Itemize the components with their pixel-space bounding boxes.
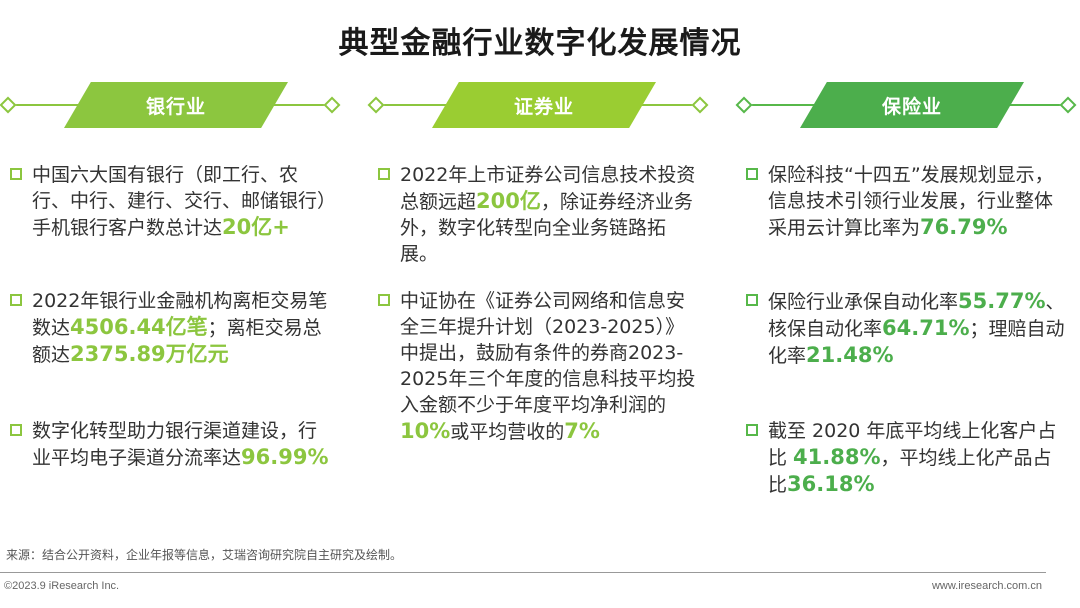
highlight-value: 36.18% — [787, 472, 875, 496]
banking-heading: 银行业 — [64, 82, 288, 128]
item-text: 中国六大国有银行（即工行、农行、中行、建行、交行、邮储银行）手机银行客户数总计达 — [32, 164, 327, 239]
securities-banner: 证券业 — [367, 82, 709, 128]
insurance-heading: 保险业 — [800, 82, 1024, 128]
highlight-value: 64.71% — [882, 316, 970, 340]
item-text: 2022年银行业金融机构离柜交易笔数达 — [32, 290, 328, 339]
highlight-value: 200亿 — [476, 189, 541, 213]
insurance-banner: 保险业 — [735, 82, 1077, 128]
highlight-value: 96.99% — [241, 445, 329, 469]
list-item: 中证协在《证券公司网络和信息安全三年提升计划（2023-2025）》中提出，鼓励… — [378, 288, 700, 445]
highlight-value: 20亿+ — [222, 215, 290, 239]
highlight-value: 76.79% — [920, 215, 1008, 239]
list-item: 截至 2020 年底平均线上化客户占比 41.88%，平均线上化产品占比36.1… — [746, 418, 1068, 498]
diamond-left-icon — [367, 96, 385, 114]
item-text: ；离柜交易总额达 — [32, 317, 322, 366]
item-text: 保险科技“十四五”发展规划显示，信息技术引领行业发展，行业整体采用云计算比率为 — [768, 164, 1054, 239]
diamond-left-icon — [735, 96, 753, 114]
list-item: 保险科技“十四五”发展规划显示，信息技术引领行业发展，行业整体采用云计算比率为7… — [746, 162, 1068, 241]
securities-heading: 证券业 — [432, 82, 656, 128]
list-item: 数字化转型助力银行渠道建设，行业平均电子渠道分流率达96.99% — [10, 418, 332, 471]
square-bullet-icon — [10, 168, 22, 180]
item-text: ；理赔自动化率 — [768, 318, 1065, 367]
highlight-value: 41.88% — [793, 445, 881, 469]
highlight-value: 21.48% — [806, 343, 894, 367]
square-bullet-icon — [746, 424, 758, 436]
page-title: 典型金融行业数字化发展情况 — [338, 26, 742, 61]
highlight-value: 7% — [564, 419, 600, 443]
square-bullet-icon — [378, 294, 390, 306]
square-bullet-icon — [746, 294, 758, 306]
copyright-text: ©2023.9 iResearch Inc. — [4, 580, 120, 592]
square-bullet-icon — [10, 424, 22, 436]
list-item: 保险行业承保自动化率55.77%、核保自动化率64.71%；理赔自动化率21.4… — [746, 288, 1068, 369]
item-text: 中证协在《证券公司网络和信息安全三年提升计划（2023-2025）》中提出，鼓励… — [400, 290, 696, 416]
diamond-right-icon — [691, 96, 709, 114]
highlight-value: 10% — [400, 419, 451, 443]
list-item: 中国六大国有银行（即工行、农行、中行、建行、交行、邮储银行）手机银行客户数总计达… — [10, 162, 332, 241]
insurance-column: 保险业 保险科技“十四五”发展规划显示，信息技术引领行业发展，行业整体采用云计算… — [735, 82, 1077, 496]
item-text: ，除证券经济业务外，数字化转型向全业务链路拓展。 — [400, 191, 693, 265]
banking-column: 银行业 中国六大国有银行（即工行、农行、中行、建行、交行、邮储银行）手机银行客户… — [0, 82, 341, 469]
banking-banner: 银行业 — [0, 82, 341, 128]
list-item: 2022年银行业金融机构离柜交易笔数达4506.44亿笔；离柜交易总额达2375… — [10, 288, 332, 368]
source-note: 来源：结合公开资料，企业年报等信息，艾瑞咨询研究院自主研究及绘制。 — [6, 548, 403, 562]
diamond-right-icon — [1059, 96, 1077, 114]
highlight-value: 55.77% — [958, 289, 1046, 313]
diamond-right-icon — [323, 96, 341, 114]
securities-column: 证券业 2022年上市证券公司信息技术投资总额远超200亿，除证券经济业务外，数… — [367, 82, 709, 443]
item-text: 或平均营收的 — [450, 421, 565, 443]
footer-divider — [0, 572, 1046, 573]
item-text: 截至 2020 年底平均线上化客户占比 — [768, 420, 1057, 469]
list-item: 2022年上市证券公司信息技术投资总额远超200亿，除证券经济业务外，数字化转型… — [378, 162, 700, 267]
diamond-left-icon — [0, 96, 17, 114]
square-bullet-icon — [10, 294, 22, 306]
highlight-value: 2375.89万亿元 — [70, 342, 229, 366]
item-text: 保险行业承保自动化率 — [768, 291, 959, 313]
square-bullet-icon — [746, 168, 758, 180]
highlight-value: 4506.44亿笔 — [70, 315, 208, 339]
square-bullet-icon — [378, 168, 390, 180]
item-text: ，平均线上化产品占比 — [768, 447, 1052, 496]
item-text: 数字化转型助力银行渠道建设，行业平均电子渠道分流率达 — [32, 420, 318, 469]
item-text: 2022年上市证券公司信息技术投资总额远超 — [400, 164, 696, 213]
website-link[interactable]: www.iresearch.com.cn — [931, 580, 1042, 592]
item-text: 、核保自动化率 — [768, 291, 1065, 340]
